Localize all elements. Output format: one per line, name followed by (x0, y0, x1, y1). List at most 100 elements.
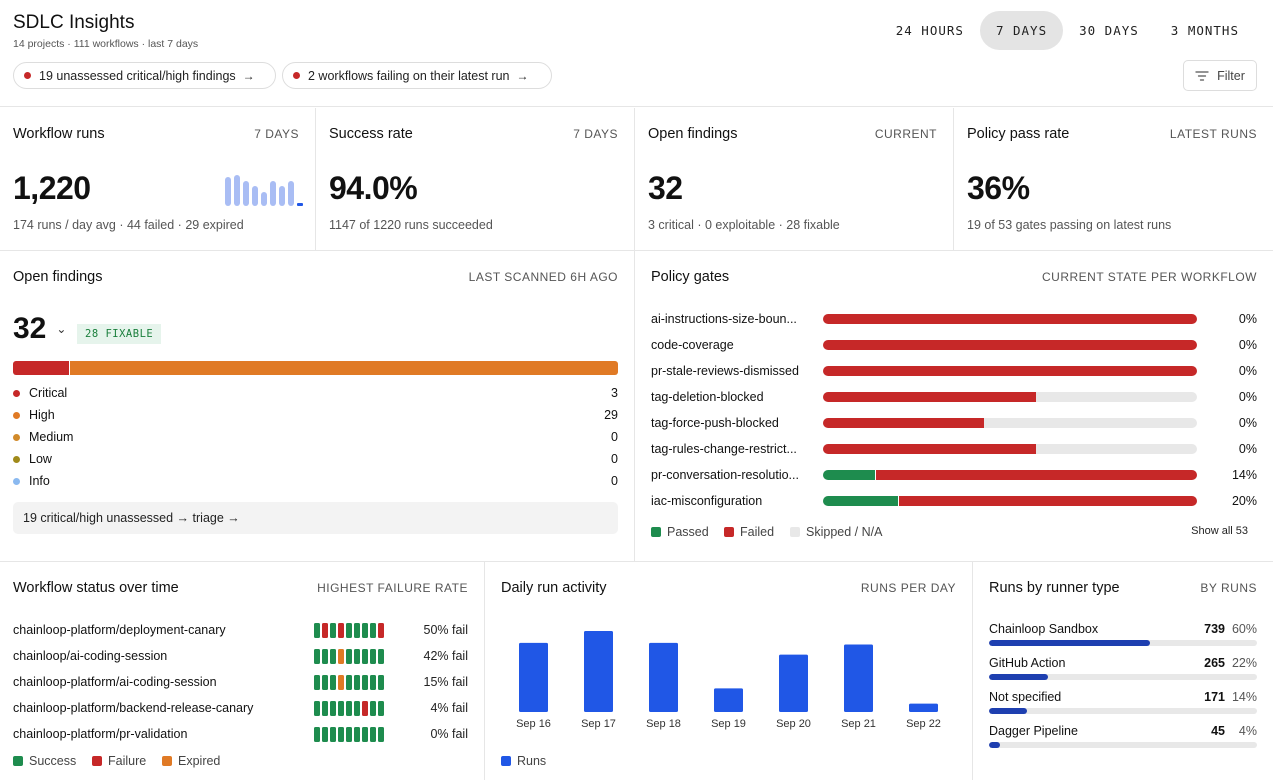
bar-sep-17[interactable] (584, 631, 613, 712)
findings-total[interactable]: 32 ⌄ (13, 312, 66, 346)
workflow-row[interactable]: chainloop-platform/backend-release-canar… (13, 698, 468, 718)
workflow-row[interactable]: chainloop-platform/pr-validation 0% fail (13, 724, 468, 744)
gate-pass-percent: 0% (1238, 416, 1257, 430)
gate-row[interactable]: pr-stale-reviews-dismissed 0% (651, 361, 1257, 381)
gate-row[interactable]: tag-deletion-blocked 0% (651, 387, 1257, 407)
severity-row: Info 0 (13, 471, 618, 491)
arrow-right-icon: → (516, 68, 529, 83)
workflow-fail-percent: 15% fail (423, 675, 468, 689)
legend-swatch (501, 756, 511, 766)
gate-failed-segment (823, 418, 984, 428)
workflow-name: chainloop-platform/backend-release-canar… (13, 701, 254, 715)
daily-run-activity-panel: Daily run activity RUNS PER DAY Sep 16 Se… (485, 562, 973, 780)
alert-dot (293, 72, 300, 79)
runner-percent: 22% (1231, 656, 1257, 670)
spark-bar (234, 175, 240, 206)
bar-sep-22[interactable] (909, 703, 938, 712)
x-tick-label: Sep 18 (646, 718, 681, 730)
gate-pass-percent: 0% (1238, 390, 1257, 404)
gate-row[interactable]: ai-instructions-size-boun... 0% (651, 309, 1257, 329)
kpi-value: 32 (648, 170, 683, 206)
bar-sep-20[interactable] (779, 654, 808, 712)
page-header: SDLC Insights 14 projects · 111 workflow… (0, 0, 1273, 107)
x-tick-label: Sep 20 (776, 718, 811, 730)
runner-row[interactable]: Dagger Pipeline 45 4% (989, 722, 1257, 748)
kpi-title: Success rate (329, 126, 413, 142)
run-status-cell (378, 648, 384, 664)
spark-bar (225, 177, 231, 206)
range-30-days[interactable]: 30 DAYS (1079, 23, 1139, 38)
run-status-cell (362, 622, 368, 638)
legend-item: Skipped / N/A (790, 525, 882, 539)
severity-count: 29 (604, 408, 618, 422)
show-all-link[interactable]: Show all 53 (1191, 525, 1248, 537)
run-status-cell (338, 622, 344, 638)
gate-row[interactable]: iac-misconfiguration 20% (651, 491, 1257, 511)
run-status-cell (338, 648, 344, 664)
spark-bar (252, 186, 258, 206)
gate-name: pr-conversation-resolutio... (651, 468, 799, 482)
runner-row[interactable]: Not specified 171 14% (989, 688, 1257, 714)
panel-title: Daily run activity (501, 580, 607, 596)
workflow-name: chainloop-platform/pr-validation (13, 727, 188, 741)
gate-failed-segment (823, 340, 1197, 350)
range-3-months[interactable]: 3 MONTHS (1170, 23, 1239, 38)
page-title: SDLC Insights (13, 12, 135, 33)
runner-row[interactable]: Chainloop Sandbox 739 60% (989, 620, 1257, 646)
run-status-cell (338, 726, 344, 742)
gate-failed-segment (875, 470, 1197, 480)
run-status-cell (354, 726, 360, 742)
fixable-badge: 28 FIXABLE (77, 324, 162, 344)
gate-pass-percent: 0% (1238, 338, 1257, 352)
bar-sep-21[interactable] (844, 644, 873, 713)
runner-count: 171 (1204, 690, 1225, 704)
kpi-subtext: 19 of 53 gates passing on latest runs (967, 218, 1172, 232)
bar-sep-19[interactable] (714, 688, 743, 712)
panel-title: Workflow status over time (13, 580, 179, 596)
run-status-cell (330, 648, 336, 664)
gate-bar (823, 314, 1197, 324)
workflow-run-cells (314, 648, 384, 664)
runner-bar (989, 742, 1257, 748)
severity-segment (13, 361, 70, 375)
range-7-days[interactable]: 7 DAYS (979, 11, 1064, 50)
severity-dot (13, 433, 20, 441)
runner-label-line: Dagger Pipeline 45 4% (989, 722, 1257, 740)
range-24-hours[interactable]: 24 HOURS (895, 23, 964, 38)
severity-count: 0 (611, 474, 618, 488)
runner-name: Dagger Pipeline (989, 724, 1078, 738)
alert-pill-workflows[interactable]: 2 workflows failing on their latest run … (282, 62, 552, 89)
gate-row[interactable]: pr-conversation-resolutio... 14% (651, 465, 1257, 485)
severity-label: Medium (29, 430, 74, 444)
workflow-row[interactable]: chainloop-platform/ai-coding-session 15% … (13, 672, 468, 692)
workflow-row[interactable]: chainloop-platform/deployment-canary 50% … (13, 620, 468, 640)
filter-button[interactable]: Filter (1183, 60, 1257, 91)
kpi-success-rate: Success rate 7 DAYS 94.0% 1147 of 1220 r… (316, 108, 635, 251)
severity-label: Info (29, 474, 50, 488)
gate-bar (823, 444, 1197, 454)
gate-row[interactable]: tag-force-push-blocked 0% (651, 413, 1257, 433)
runner-label-line: Chainloop Sandbox 739 60% (989, 620, 1257, 638)
workflow-row[interactable]: chainloop/ai-coding-session 42% fail (13, 646, 468, 666)
run-status-cell (370, 648, 376, 664)
alert-pill-findings[interactable]: 19 unassessed critical/high findings → (13, 62, 276, 89)
triage-link[interactable]: 19 critical/high unassessed → triage → (13, 502, 618, 534)
panel-tag: RUNS PER DAY (860, 581, 956, 595)
bar-sep-16[interactable] (519, 642, 548, 712)
runner-row[interactable]: GitHub Action 265 22% (989, 654, 1257, 680)
run-status-cell (370, 700, 376, 716)
gate-failed-segment (823, 366, 1197, 376)
runner-bar (989, 674, 1257, 680)
workflow-run-cells (314, 700, 384, 716)
runner-name: Not specified (989, 690, 1062, 704)
gate-row[interactable]: code-coverage 0% (651, 335, 1257, 355)
alert-dot (24, 72, 31, 79)
kpi-title: Policy pass rate (967, 126, 1070, 142)
gate-row[interactable]: tag-rules-change-restrict... 0% (651, 439, 1257, 459)
run-status-cell (362, 648, 368, 664)
panel-tag: BY RUNS (1200, 581, 1257, 595)
legend-swatch (13, 756, 23, 766)
spark-bar (270, 181, 276, 206)
bar-sep-18[interactable] (649, 642, 678, 712)
page-subtitle: 14 projects · 111 workflows · last 7 day… (13, 38, 199, 50)
